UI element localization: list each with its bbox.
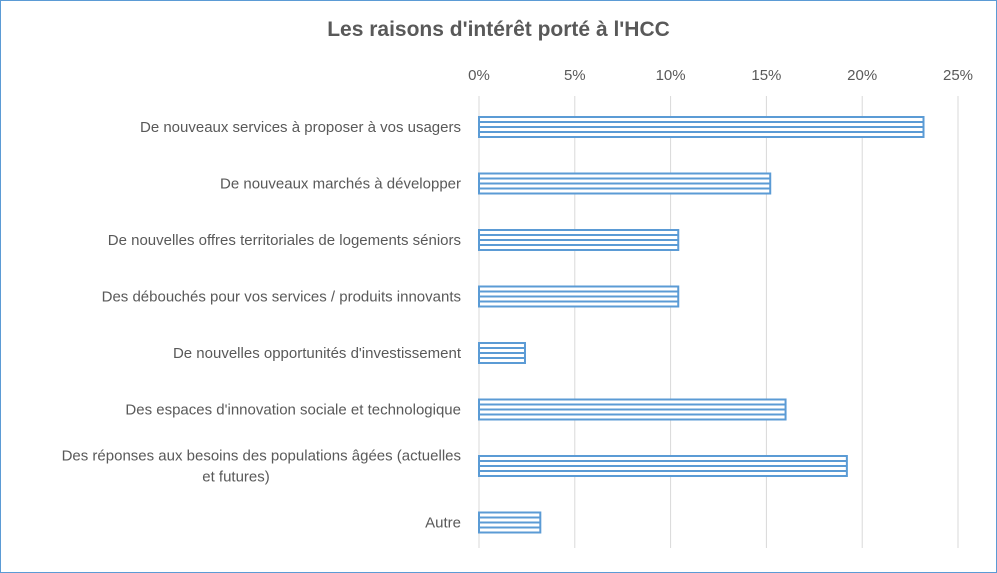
chart-title: Les raisons d'intérêt porté à l'HCC: [327, 18, 670, 41]
category-label: Autre: [425, 515, 461, 532]
category-label: De nouveaux services à proposer à vos us…: [140, 119, 461, 136]
x-tick-label: 10%: [656, 67, 686, 84]
category-label: De nouveaux marchés à développer: [220, 176, 461, 193]
category-label: Des espaces d'innovation sociale et tech…: [125, 402, 461, 419]
category-label: Des débouchés pour vos services / produi…: [102, 289, 461, 306]
x-tick-label: 15%: [751, 67, 781, 84]
category-label: De nouvelles offres territoriales de log…: [108, 232, 461, 249]
category-label: Des réponses aux besoins des populations…: [62, 448, 461, 465]
category-label: De nouvelles opportunités d'investisseme…: [173, 345, 462, 362]
x-tick-label: 20%: [847, 67, 877, 84]
x-tick-label: 5%: [564, 67, 586, 84]
x-tick-label: 25%: [943, 67, 973, 84]
category-label: et futures): [202, 469, 270, 486]
x-tick-label: 0%: [468, 67, 490, 84]
